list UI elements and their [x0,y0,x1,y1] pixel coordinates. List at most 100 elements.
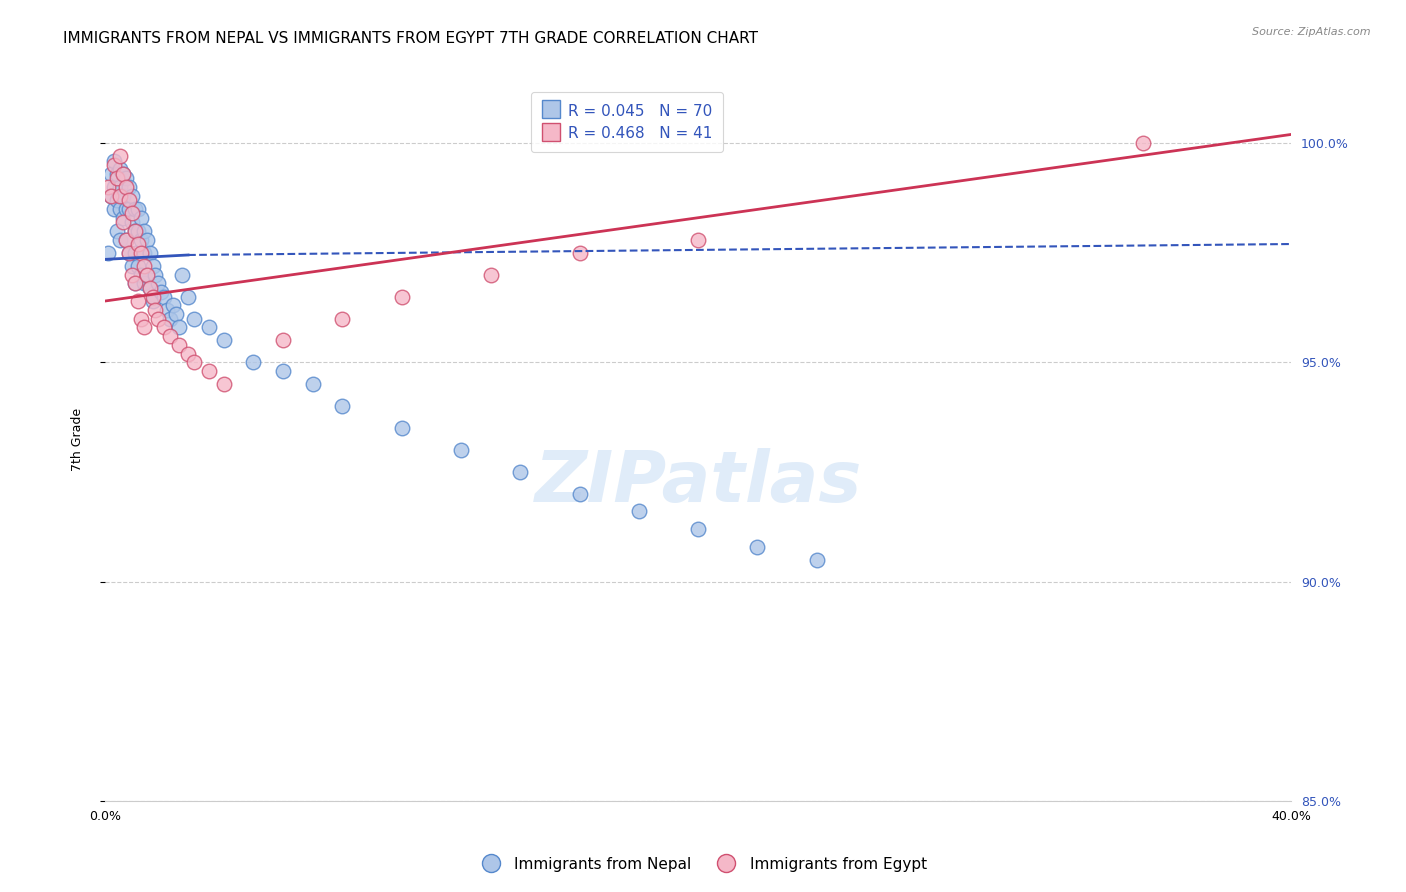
Point [156,302,179,317]
Point [114,180,136,194]
Point [509,465,531,479]
Point [479,268,502,282]
Point [124,277,146,291]
Point [105,171,128,186]
Point [138,281,160,295]
Point [132,259,155,273]
Point [103,153,125,168]
Point [132,245,155,260]
Point [100,189,122,203]
Point [108,189,131,203]
Point [124,224,146,238]
Point [198,364,221,378]
Point [138,245,160,260]
Point [111,167,134,181]
Point [111,167,134,181]
Legend: R = 0.045   N = 70, R = 0.468   N = 41: R = 0.045 N = 70, R = 0.468 N = 41 [531,92,723,152]
Point [118,202,141,216]
Point [108,233,131,247]
Point [183,311,205,326]
Point [124,245,146,260]
Point [103,202,125,216]
Point [141,293,163,308]
Point [135,268,157,282]
Point [141,259,163,273]
Point [118,245,141,260]
Point [124,224,146,238]
Point [121,215,143,229]
Point [97,245,120,260]
Point [111,189,134,203]
Point [212,377,235,392]
Point [165,307,187,321]
Point [145,302,167,317]
Point [198,320,221,334]
Point [114,171,136,186]
Point [568,245,591,260]
Point [132,224,155,238]
Point [118,180,141,194]
Point [132,320,155,334]
Point [135,268,157,282]
Point [806,552,828,566]
Text: IMMIGRANTS FROM NEPAL VS IMMIGRANTS FROM EGYPT 7TH GRADE CORRELATION CHART: IMMIGRANTS FROM NEPAL VS IMMIGRANTS FROM… [63,31,758,46]
Point [121,189,143,203]
Point [127,202,149,216]
Point [111,211,134,225]
Point [103,180,125,194]
Point [145,268,167,282]
Point [391,290,413,304]
Point [150,285,173,300]
Point [1132,136,1154,151]
Point [105,193,128,207]
Point [105,224,128,238]
Point [568,487,591,501]
Point [129,311,152,326]
Point [100,189,122,203]
Text: Source: ZipAtlas.com: Source: ZipAtlas.com [1253,27,1371,37]
Point [121,268,143,282]
Point [121,206,143,220]
Point [159,329,181,343]
Point [97,180,120,194]
Point [127,293,149,308]
Point [688,233,710,247]
Point [330,399,353,413]
Point [100,167,122,181]
Point [172,268,194,282]
Point [391,421,413,435]
Point [271,364,294,378]
Point [127,224,149,238]
Point [124,277,146,291]
Point [177,346,200,360]
Point [212,334,235,348]
Point [108,162,131,177]
Point [330,311,353,326]
Point [118,245,141,260]
Point [127,237,149,252]
Point [103,158,125,172]
Point [114,233,136,247]
Text: ZIPatlas: ZIPatlas [534,448,862,517]
Point [129,211,152,225]
Y-axis label: 7th Grade: 7th Grade [72,408,84,471]
Point [138,281,160,295]
Point [118,193,141,207]
Point [108,202,131,216]
Point [148,277,170,291]
Point [162,298,184,312]
Point [450,443,472,458]
Point [111,215,134,229]
Point [167,320,190,334]
Point [127,259,149,273]
Point [688,522,710,536]
Point [177,290,200,304]
Point [135,233,157,247]
Point [183,355,205,369]
Point [271,334,294,348]
Point [124,202,146,216]
Point [141,290,163,304]
Point [129,268,152,282]
Point [121,259,143,273]
Legend: Immigrants from Nepal, Immigrants from Egypt: Immigrants from Nepal, Immigrants from E… [471,848,935,880]
